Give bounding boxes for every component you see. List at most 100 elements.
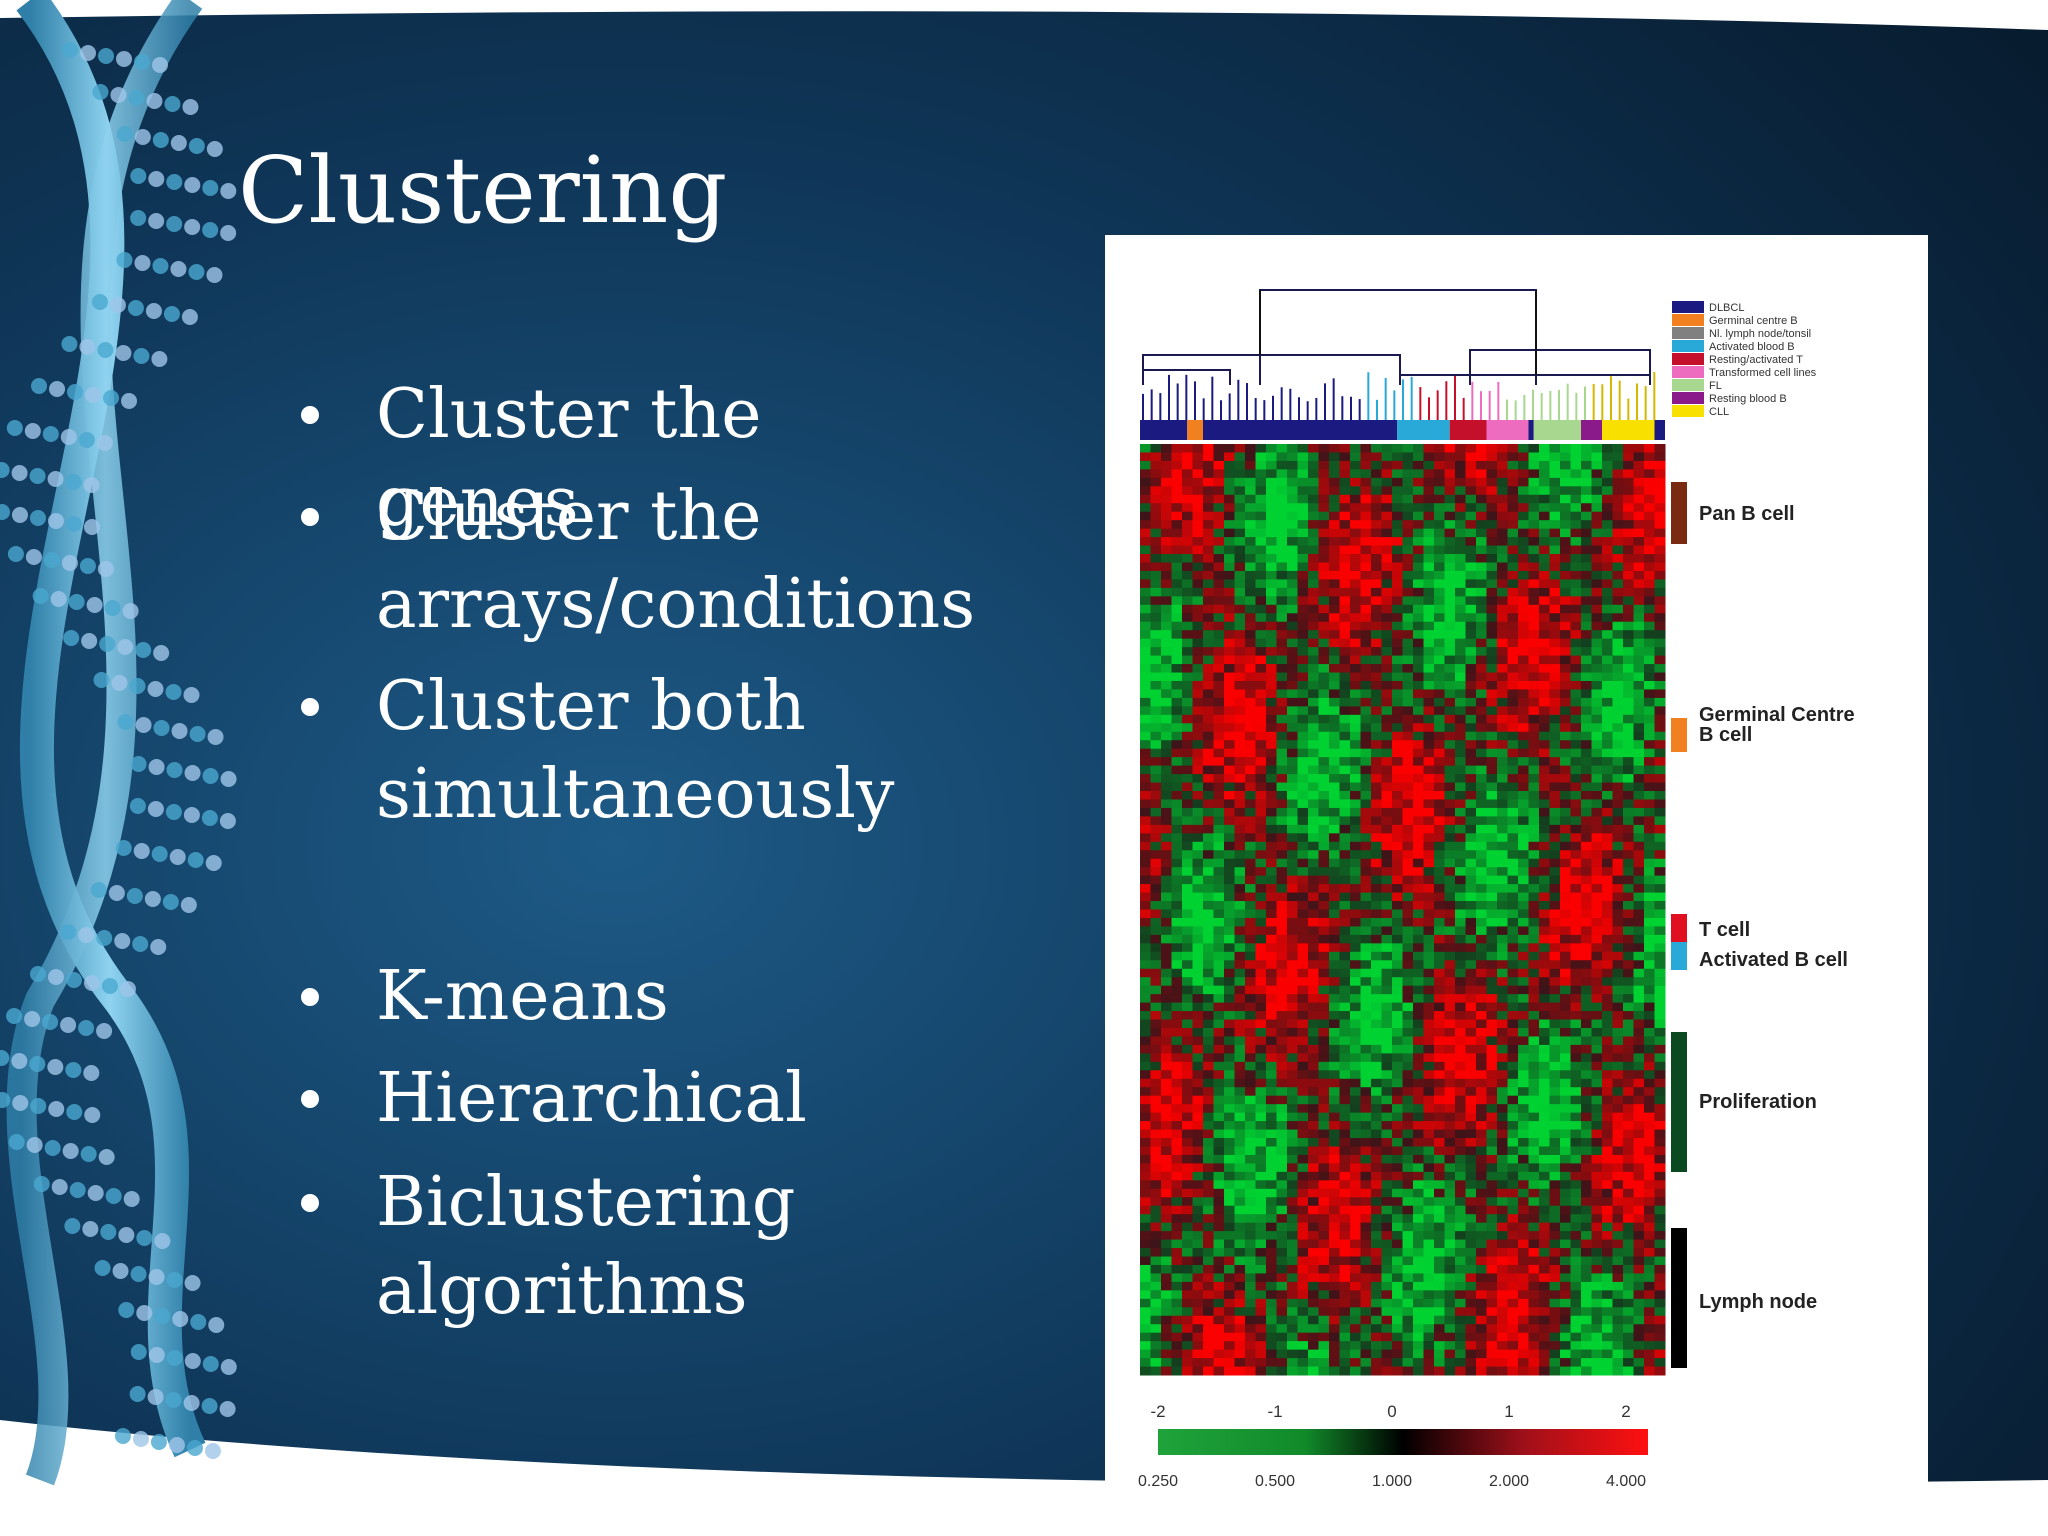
heatmap-cell (1308, 689, 1319, 699)
heatmap-cell (1644, 917, 1655, 927)
heatmap-cell (1150, 689, 1162, 699)
heatmap-cell (1276, 824, 1288, 834)
heatmap-cell (1381, 664, 1393, 674)
heatmap-cell (1602, 985, 1613, 995)
heatmap-cell (1507, 926, 1519, 936)
heatmap-cell (1402, 460, 1414, 470)
heatmap-cell (1413, 1121, 1424, 1131)
heatmap-cell (1413, 901, 1424, 910)
heatmap-cell (1654, 782, 1666, 792)
heatmap-cell (1276, 570, 1288, 580)
heatmap-cell (1339, 494, 1351, 504)
heatmap-cell (1203, 926, 1214, 936)
heatmap-cell (1224, 596, 1235, 606)
heatmap-cell (1392, 570, 1403, 580)
heatmap-cell (1140, 765, 1151, 775)
heatmap-cell (1644, 1188, 1655, 1198)
heatmap-cell (1455, 1239, 1466, 1249)
heatmap-cell (1402, 1214, 1414, 1224)
heatmap-cell (1308, 714, 1319, 724)
heatmap-cell (1360, 867, 1372, 877)
heatmap-cell (1413, 1129, 1424, 1139)
heatmap-cell (1633, 1078, 1645, 1088)
heatmap-cell (1255, 1248, 1267, 1258)
heatmap-cell (1644, 537, 1655, 547)
heatmap-cell (1161, 1231, 1172, 1241)
heatmap-cell (1402, 1222, 1414, 1232)
heatmap-cell (1434, 477, 1445, 487)
heatmap-cell (1213, 799, 1225, 809)
heatmap-cell (1245, 951, 1256, 961)
heatmap-cell (1402, 1036, 1414, 1046)
heatmap-cell (1182, 1188, 1193, 1198)
heatmap-cell (1560, 951, 1571, 961)
heatmap-cell (1528, 706, 1540, 716)
heatmap-cell (1570, 1078, 1582, 1088)
heatmap-cell (1182, 926, 1193, 936)
helix-bead (168, 1437, 185, 1453)
heatmap-cell (1497, 655, 1508, 665)
heatmap-cell (1402, 875, 1414, 885)
heatmap-cell (1371, 621, 1382, 631)
heatmap-cell (1339, 884, 1351, 894)
heatmap-cell (1549, 1036, 1561, 1046)
heatmap-cell (1255, 511, 1267, 521)
heatmap-cell (1255, 1171, 1267, 1181)
heatmap-cell (1140, 1180, 1151, 1190)
heatmap-cell (1528, 1036, 1540, 1046)
heatmap-cell (1549, 1214, 1561, 1224)
heatmap-cell (1560, 596, 1571, 606)
heatmap-cell (1161, 604, 1172, 614)
heatmap-cell (1654, 714, 1666, 724)
helix-bead (25, 549, 42, 565)
heatmap-cell (1318, 587, 1330, 597)
helix-bead (24, 423, 41, 439)
heatmap-cell (1266, 977, 1277, 987)
heatmap-cell (1161, 697, 1172, 707)
heatmap-cell (1539, 672, 1550, 682)
heatmap-cell (1192, 621, 1204, 631)
heatmap-cell (1150, 901, 1162, 910)
heatmap-cell (1234, 740, 1246, 750)
heatmap-cell (1381, 1078, 1393, 1088)
heatmap-cell (1455, 1095, 1466, 1105)
heatmap-cell (1329, 460, 1340, 470)
heatmap-cell (1455, 587, 1466, 597)
heatmap-cell (1255, 452, 1267, 462)
heatmap-cell (1245, 960, 1256, 970)
heatmap-cell (1203, 765, 1214, 775)
heatmap-cell (1234, 444, 1246, 453)
heatmap-cell (1266, 968, 1277, 978)
helix-bead (47, 513, 64, 529)
heatmap-cell (1171, 503, 1183, 513)
heatmap-cell (1434, 841, 1445, 851)
helix-bead (12, 1095, 29, 1111)
heatmap-cell (1654, 1087, 1666, 1097)
heatmap-cell (1539, 951, 1550, 961)
heatmap-cell (1276, 1188, 1288, 1198)
heatmap-cell (1402, 1205, 1414, 1215)
heatmap-cell (1392, 1171, 1403, 1181)
heatmap-cell (1350, 824, 1361, 834)
heatmap-cell (1182, 850, 1193, 860)
heatmap-cell (1245, 909, 1256, 919)
heatmap-cell (1339, 486, 1351, 496)
heatmap-cell (1171, 647, 1183, 657)
heatmap-cell (1245, 1231, 1256, 1241)
heatmap-cell (1329, 977, 1340, 987)
heatmap-cell (1140, 740, 1151, 750)
heatmap-cell (1644, 1019, 1655, 1029)
heatmap-cell (1507, 1239, 1519, 1249)
heatmap-cell (1213, 647, 1225, 657)
heatmap-cell (1591, 1002, 1603, 1012)
heatmap-cell (1444, 850, 1456, 860)
heatmap-cell (1518, 621, 1529, 631)
heatmap-cell (1602, 1214, 1613, 1224)
heatmap-cell (1528, 469, 1540, 479)
heatmap-cell (1402, 1121, 1414, 1131)
heatmap-cell (1182, 1044, 1193, 1054)
heatmap-cell (1297, 943, 1309, 953)
heatmap-cell (1276, 1027, 1288, 1037)
heatmap-cell (1245, 655, 1256, 665)
heatmap-cell (1297, 774, 1309, 784)
